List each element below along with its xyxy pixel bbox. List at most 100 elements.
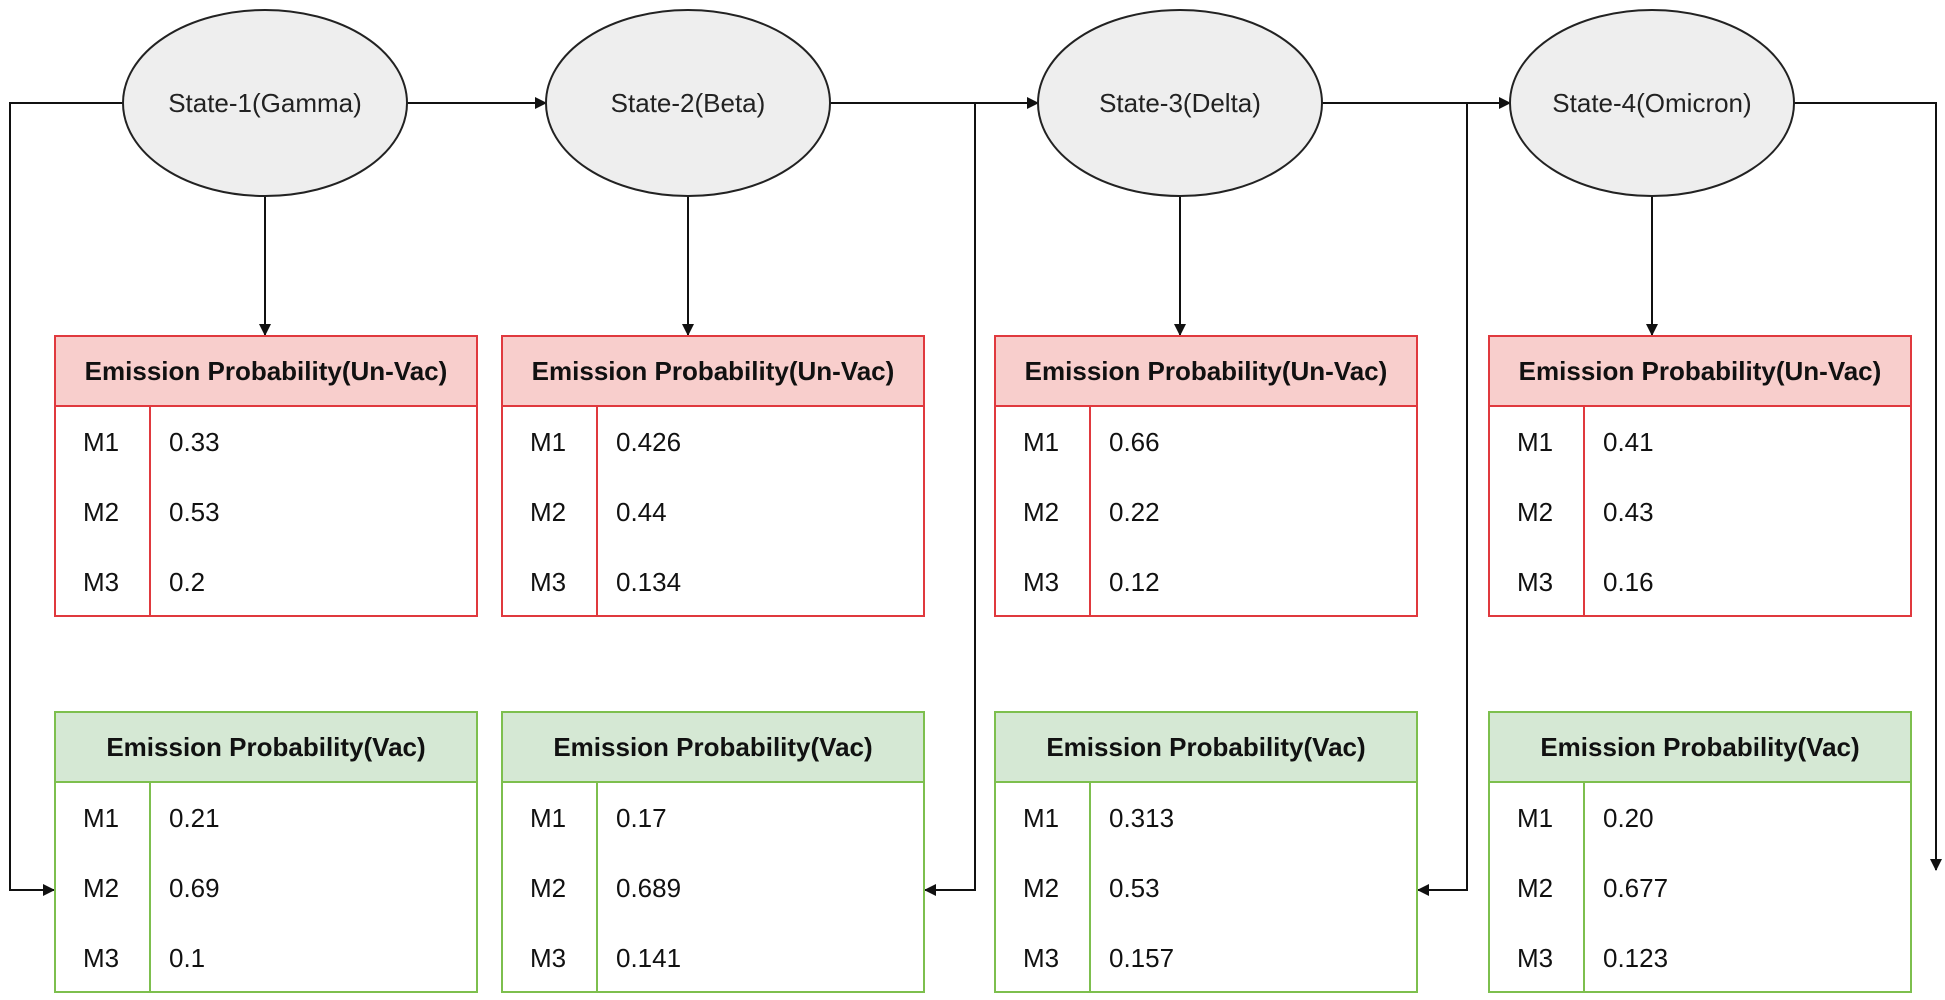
row-key: M3 (530, 566, 567, 597)
row-value: 0.12 (1109, 566, 1160, 597)
column-divider (1089, 783, 1091, 991)
table-row: M2 0.53 (56, 477, 476, 547)
row-value: 0.426 (616, 426, 682, 457)
row-key: M1 (83, 426, 120, 457)
state-ellipse (122, 9, 408, 197)
emission-table-unvac-state-3: Emission Probability(Un-Vac) M1 0.66 M2 0.22… (994, 335, 1418, 617)
row-key: M3 (1517, 942, 1554, 973)
row-value: 0.157 (1109, 942, 1175, 973)
column-divider (1089, 407, 1091, 615)
vac-link-state-2 (924, 103, 976, 896)
table-row: M1 0.41 (1490, 407, 1910, 477)
row-value: 0.21 (169, 802, 220, 833)
table-row: M2 0.43 (1490, 477, 1910, 547)
state-label: State-4(Omicron) (1552, 88, 1751, 118)
table-row: M2 0.69 (56, 853, 476, 923)
column-divider (596, 407, 598, 615)
table-row: M3 0.12 (996, 547, 1416, 617)
column-divider (596, 783, 598, 991)
table-row: M2 0.689 (503, 853, 923, 923)
emission-table-title: Emission Probability(Un-Vac) (996, 337, 1416, 407)
table-row: M1 0.20 (1490, 783, 1910, 853)
table-row: M2 0.53 (996, 853, 1416, 923)
row-key: M1 (1023, 802, 1060, 833)
row-key: M2 (530, 872, 567, 903)
connectors (9, 97, 1942, 896)
state-ellipse (1509, 9, 1795, 197)
row-key: M2 (1517, 872, 1554, 903)
row-value: 0.17 (616, 802, 667, 833)
emission-table-unvac-state-2: Emission Probability(Un-Vac) M1 0.426 M2 0.4… (501, 335, 925, 617)
row-key: M2 (83, 496, 120, 527)
emission-table-vac-state-3: Emission Probability(Vac) M1 0.313 M2 0.53 M3… (994, 711, 1418, 993)
row-value: 0.22 (1109, 496, 1160, 527)
state-ellipse (545, 9, 831, 197)
emission-table-body: M1 0.33 M2 0.53 M3 0.2 (56, 407, 476, 615)
row-key: M2 (530, 496, 567, 527)
emission-table-body: M1 0.66 M2 0.22 M3 0.12 (996, 407, 1416, 615)
row-key: M1 (1517, 802, 1554, 833)
emission-table-body: M1 0.17 M2 0.689 M3 0.141 (503, 783, 923, 991)
row-key: M1 (530, 802, 567, 833)
table-row: M3 0.1 (56, 923, 476, 993)
table-row: M1 0.426 (503, 407, 923, 477)
table-row: M1 0.66 (996, 407, 1416, 477)
row-key: M1 (530, 426, 567, 457)
row-key: M3 (1517, 566, 1554, 597)
state-node-2: State-2(Beta) (545, 9, 831, 197)
column-divider (149, 783, 151, 991)
table-row: M3 0.123 (1490, 923, 1910, 993)
emission-table-body: M1 0.41 M2 0.43 M3 0.16 (1490, 407, 1910, 615)
row-key: M2 (83, 872, 120, 903)
row-value: 0.134 (616, 566, 682, 597)
row-key: M1 (1023, 426, 1060, 457)
row-value: 0.677 (1603, 872, 1669, 903)
table-row: M2 0.677 (1490, 853, 1910, 923)
table-row: M2 0.22 (996, 477, 1416, 547)
vac-link-state-3 (1417, 103, 1468, 896)
state-node-4: State-4(Omicron) (1509, 9, 1795, 197)
emission-table-body: M1 0.313 M2 0.53 M3 0.157 (996, 783, 1416, 991)
row-value: 0.53 (169, 496, 220, 527)
emission-table-vac-state-4: Emission Probability(Vac) M1 0.20 M2 0.677 M3… (1488, 711, 1912, 993)
emission-table-title: Emission Probability(Un-Vac) (503, 337, 923, 407)
emission-table-title: Emission Probability(Vac) (503, 713, 923, 783)
state-label: State-2(Beta) (611, 88, 766, 118)
row-value: 0.69 (169, 872, 220, 903)
state-nodes: State-1(Gamma) State-2(Beta) State-3(Delta… (122, 9, 1795, 197)
table-row: M1 0.313 (996, 783, 1416, 853)
row-value: 0.33 (169, 426, 220, 457)
emission-table-unvac-state-4: Emission Probability(Un-Vac) M1 0.41 M2 0.43… (1488, 335, 1912, 617)
emission-table-body: M1 0.21 M2 0.69 M3 0.1 (56, 783, 476, 991)
row-value: 0.2 (169, 566, 206, 597)
row-value: 0.41 (1603, 426, 1654, 457)
emission-table-title: Emission Probability(Vac) (1490, 713, 1910, 783)
row-key: M3 (1023, 942, 1060, 973)
column-divider (149, 407, 151, 615)
row-key: M3 (530, 942, 567, 973)
state-ellipse (1037, 9, 1323, 197)
table-row: M3 0.134 (503, 547, 923, 617)
table-row: M3 0.16 (1490, 547, 1910, 617)
state-node-3: State-3(Delta) (1037, 9, 1323, 197)
vac-link-state-4 (1794, 102, 1942, 871)
emission-table-vac-state-1: Emission Probability(Vac) M1 0.21 M2 0.69 M3 0… (54, 711, 478, 993)
row-value: 0.689 (616, 872, 682, 903)
row-key: M1 (1517, 426, 1554, 457)
row-key: M2 (1023, 872, 1060, 903)
emission-table-vac-state-2: Emission Probability(Vac) M1 0.17 M2 0.689 M3… (501, 711, 925, 993)
column-divider (1583, 407, 1585, 615)
row-key: M1 (83, 802, 120, 833)
emission-table-unvac-state-1: Emission Probability(Un-Vac) M1 0.33 M2 0.53… (54, 335, 478, 617)
emission-table-title: Emission Probability(Un-Vac) (1490, 337, 1910, 407)
row-value: 0.43 (1603, 496, 1654, 527)
row-value: 0.66 (1109, 426, 1160, 457)
state-label: State-3(Delta) (1099, 88, 1261, 118)
row-value: 0.20 (1603, 802, 1654, 833)
emission-table-title: Emission Probability(Vac) (56, 713, 476, 783)
row-key: M2 (1023, 496, 1060, 527)
table-row: M1 0.21 (56, 783, 476, 853)
table-row: M1 0.33 (56, 407, 476, 477)
row-value: 0.16 (1603, 566, 1654, 597)
